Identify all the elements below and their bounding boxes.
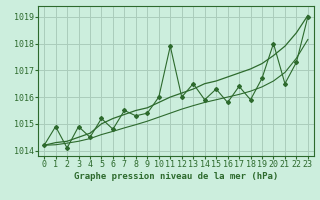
X-axis label: Graphe pression niveau de la mer (hPa): Graphe pression niveau de la mer (hPa) (74, 172, 278, 181)
